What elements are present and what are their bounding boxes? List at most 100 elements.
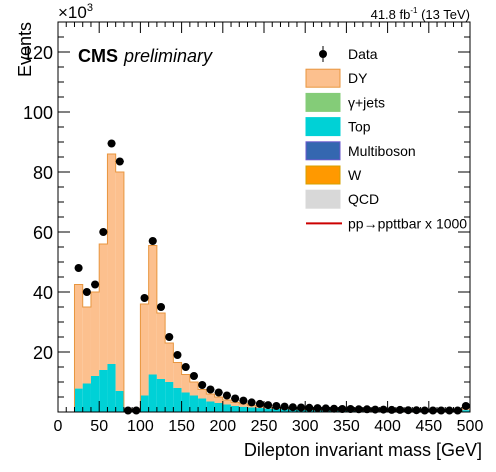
bar-top-12 <box>173 388 182 412</box>
experiment-label: CMS preliminary <box>78 46 213 66</box>
legend-label: Multiboson <box>348 143 416 159</box>
legend-item-Top: Top <box>305 117 371 137</box>
legend-item-gamma_jets: γ+jets <box>305 92 385 112</box>
axes: 0 50 100 150 200 250 300 350 400 450 500 20 40 60 80 10… <box>23 22 483 435</box>
bar-top-23 <box>264 408 273 412</box>
data-point-18 <box>222 391 231 400</box>
legend-marker <box>319 50 327 58</box>
bar-top-4 <box>107 364 116 412</box>
legend-label: Data <box>348 46 378 62</box>
bar-dy-16 <box>206 394 215 402</box>
legend-item-DY: DY <box>305 68 368 88</box>
data-point-30 <box>321 404 330 413</box>
bar-dy-13 <box>181 374 190 393</box>
x-tick-label-8: 400 <box>374 418 401 435</box>
bar-top-15 <box>198 398 207 412</box>
bar-top-21 <box>247 407 256 412</box>
data-point-38 <box>387 405 396 414</box>
data-point-20 <box>239 396 248 405</box>
legend-item-data: Data <box>319 46 378 62</box>
bar-dy-11 <box>165 343 174 382</box>
bar-dy-18 <box>222 400 232 405</box>
bar-top-14 <box>189 395 199 412</box>
legend-item-W: W <box>305 165 362 185</box>
bar-top-3 <box>99 370 108 412</box>
stacked-bars <box>73 153 471 412</box>
lumi-value: 41.8 fb <box>371 7 411 22</box>
y-tick-label-3: 80 <box>33 163 53 183</box>
x-tick-label-9: 450 <box>415 418 442 435</box>
data-point-10 <box>157 303 165 311</box>
data-point-16 <box>206 385 215 394</box>
data-point-26 <box>288 403 297 412</box>
stack-outline <box>73 153 471 412</box>
data-point-25 <box>280 402 289 411</box>
data-point-3 <box>99 228 108 236</box>
bar-dy-21 <box>247 405 256 408</box>
data-points <box>74 139 470 415</box>
legend-swatch <box>305 165 341 185</box>
data-point-14 <box>189 372 198 380</box>
data-point-46 <box>453 406 462 415</box>
data-point-40 <box>404 406 413 415</box>
legend-swatch <box>305 68 341 88</box>
data-point-42 <box>420 406 429 415</box>
data-point-33 <box>346 405 355 413</box>
y-exponent-base: ×10 <box>58 3 87 22</box>
data-point-31 <box>330 404 339 413</box>
data-point-21 <box>247 398 256 407</box>
x-tick-label-3: 150 <box>168 418 195 435</box>
bar-top-13 <box>181 392 190 412</box>
data-point-34 <box>354 405 363 414</box>
legend: Data DY γ+jets Top Multiboson W QCD pp→ppttbar … <box>305 46 467 231</box>
bar-top-0 <box>74 388 83 412</box>
legend-label: Top <box>348 119 371 135</box>
lumi-power: -1 <box>410 6 418 15</box>
data-point-17 <box>214 388 223 397</box>
bar-dy-2 <box>90 292 100 376</box>
data-point-11 <box>165 333 174 341</box>
data-point-9 <box>148 237 157 245</box>
data-point-19 <box>231 394 240 403</box>
bar-top-25 <box>280 409 289 412</box>
x-tick-label-0: 0 <box>54 418 63 435</box>
bar-top-18 <box>222 404 232 412</box>
data-point-29 <box>313 404 322 413</box>
data-point-22 <box>255 399 264 408</box>
bar-dy-5 <box>115 172 124 391</box>
legend-label: DY <box>348 70 368 86</box>
x-tick-label-5: 250 <box>251 418 278 435</box>
bar-dy-17 <box>214 397 223 403</box>
bar-dy-8 <box>140 304 149 396</box>
data-point-7 <box>132 406 141 415</box>
data-point-2 <box>91 280 100 289</box>
x-tick-label-1: 50 <box>90 418 108 435</box>
legend-swatch <box>305 141 341 161</box>
legend-label: pp→ppttbar x 1000 <box>348 215 467 231</box>
data-point-43 <box>428 406 437 415</box>
data-point-45 <box>445 406 454 415</box>
data-point-32 <box>338 405 347 413</box>
y-tick-label-0: 20 <box>33 343 53 363</box>
data-point-12 <box>173 351 182 359</box>
data-point-24 <box>272 402 281 410</box>
legend-label: QCD <box>348 191 379 207</box>
bar-top-10 <box>156 379 166 412</box>
y-exponent-power: 3 <box>87 2 93 14</box>
data-point-0 <box>74 264 83 272</box>
y-tick-label-4: 100 <box>23 103 53 123</box>
y-tick-label-1: 40 <box>33 283 53 303</box>
data-point-8 <box>140 294 149 302</box>
bar-dy-3 <box>99 244 108 370</box>
lumi-label: 41.8 fb-1 (13 TeV) <box>371 6 470 22</box>
data-point-5 <box>115 157 124 166</box>
bar-top-5 <box>115 391 124 412</box>
legend-swatch <box>305 117 341 137</box>
bar-dy-4 <box>107 154 116 364</box>
y-tick-label-2: 60 <box>33 223 53 243</box>
bar-top-24 <box>272 409 281 412</box>
data-point-44 <box>437 406 446 415</box>
bar-dy-15 <box>198 389 207 399</box>
bar-dy-0 <box>74 284 83 389</box>
bar-dy-10 <box>156 313 166 379</box>
